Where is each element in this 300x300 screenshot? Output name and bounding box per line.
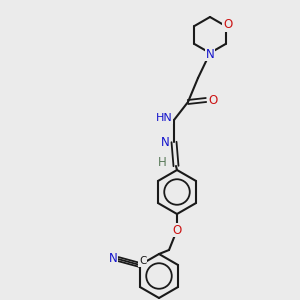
Text: HN: HN — [156, 113, 172, 123]
Text: N: N — [206, 47, 214, 61]
Text: O: O — [208, 94, 217, 106]
Text: C: C — [139, 256, 147, 266]
Text: N: N — [109, 251, 117, 265]
Text: H: H — [158, 155, 166, 169]
Text: O: O — [223, 19, 232, 32]
Text: O: O — [172, 224, 182, 236]
Text: N: N — [160, 136, 169, 149]
